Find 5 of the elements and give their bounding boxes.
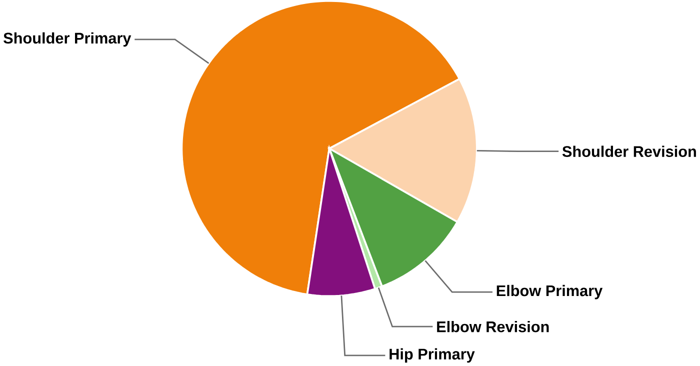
slice-label: Shoulder Primary xyxy=(4,32,132,47)
slice-label: Shoulder Revision xyxy=(562,146,696,158)
slice-label: Elbow Revision xyxy=(437,321,549,332)
slice-label: Hip Primary xyxy=(390,348,475,363)
slice-label: Elbow Primary xyxy=(496,285,603,300)
